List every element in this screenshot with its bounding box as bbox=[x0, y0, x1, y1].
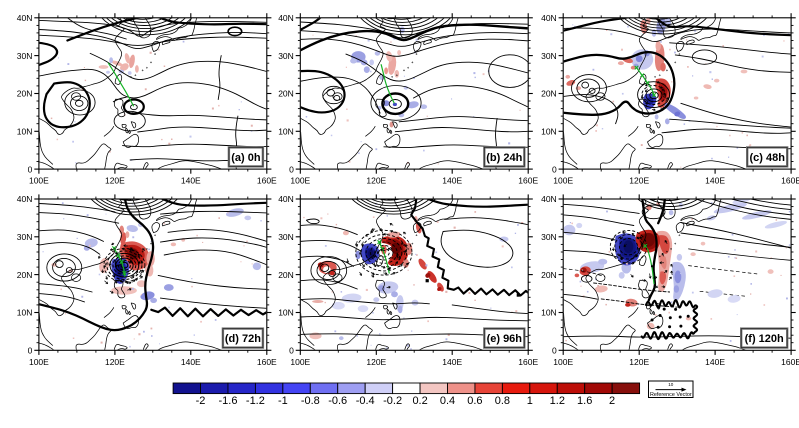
svg-text:-1: -1 bbox=[278, 395, 288, 407]
svg-text:-0.2: -0.2 bbox=[383, 395, 402, 407]
svg-text:-0.6: -0.6 bbox=[328, 395, 347, 407]
svg-text:1.2: 1.2 bbox=[550, 395, 565, 407]
svg-text:140E: 140E bbox=[181, 176, 201, 186]
svg-text:100E: 100E bbox=[553, 176, 573, 186]
svg-text:(b) 24h: (b) 24h bbox=[486, 152, 522, 164]
svg-text:1.6: 1.6 bbox=[577, 395, 592, 407]
svg-text:0: 0 bbox=[289, 164, 294, 174]
svg-text:10N: 10N bbox=[541, 308, 557, 318]
svg-text:(f) 120h: (f) 120h bbox=[745, 333, 784, 345]
svg-text:0.6: 0.6 bbox=[467, 395, 482, 407]
svg-text:160E: 160E bbox=[257, 357, 277, 367]
svg-text:140E: 140E bbox=[705, 357, 725, 367]
svg-text:0: 0 bbox=[28, 346, 33, 356]
svg-text:20N: 20N bbox=[541, 270, 557, 280]
svg-text:30N: 30N bbox=[278, 51, 294, 61]
svg-text:0: 0 bbox=[552, 164, 557, 174]
svg-text:40N: 40N bbox=[17, 194, 33, 204]
svg-text:140E: 140E bbox=[181, 357, 201, 367]
svg-text:30N: 30N bbox=[541, 51, 557, 61]
svg-text:Reference Vector: Reference Vector bbox=[650, 392, 692, 398]
svg-text:(c) 48h: (c) 48h bbox=[749, 152, 785, 164]
svg-text:120E: 120E bbox=[105, 357, 125, 367]
svg-text:100E: 100E bbox=[553, 357, 573, 367]
svg-text:0.4: 0.4 bbox=[440, 395, 455, 407]
svg-text:-1.6: -1.6 bbox=[219, 395, 238, 407]
svg-text:120E: 120E bbox=[629, 357, 649, 367]
svg-text:30N: 30N bbox=[278, 232, 294, 242]
svg-text:20N: 20N bbox=[541, 89, 557, 99]
svg-text:20N: 20N bbox=[278, 270, 294, 280]
svg-text:(e) 96h: (e) 96h bbox=[487, 333, 523, 345]
svg-text:120E: 120E bbox=[366, 357, 386, 367]
svg-text:160E: 160E bbox=[518, 176, 538, 186]
svg-text:100E: 100E bbox=[29, 357, 49, 367]
svg-text:160E: 160E bbox=[781, 176, 799, 186]
svg-text:40N: 40N bbox=[541, 13, 557, 23]
svg-text:40N: 40N bbox=[278, 194, 294, 204]
svg-text:20N: 20N bbox=[17, 270, 33, 280]
svg-text:10N: 10N bbox=[17, 308, 33, 318]
svg-text:20N: 20N bbox=[278, 89, 294, 99]
svg-text:140E: 140E bbox=[705, 176, 725, 186]
svg-text:2: 2 bbox=[609, 395, 615, 407]
svg-text:120E: 120E bbox=[366, 176, 386, 186]
svg-text:100E: 100E bbox=[29, 176, 49, 186]
svg-text:120E: 120E bbox=[629, 176, 649, 186]
svg-text:20N: 20N bbox=[17, 89, 33, 99]
svg-text:10N: 10N bbox=[17, 127, 33, 137]
svg-text:10N: 10N bbox=[278, 308, 294, 318]
svg-text:0.8: 0.8 bbox=[495, 395, 510, 407]
svg-text:160E: 160E bbox=[518, 357, 538, 367]
svg-text:100E: 100E bbox=[290, 176, 310, 186]
svg-text:140E: 140E bbox=[442, 357, 462, 367]
svg-text:40N: 40N bbox=[17, 13, 33, 23]
svg-text:100E: 100E bbox=[290, 357, 310, 367]
svg-text:-0.8: -0.8 bbox=[301, 395, 320, 407]
svg-text:140E: 140E bbox=[442, 176, 462, 186]
svg-text:30N: 30N bbox=[17, 232, 33, 242]
svg-text:-0.4: -0.4 bbox=[356, 395, 375, 407]
svg-text:(d) 72h: (d) 72h bbox=[225, 333, 261, 345]
svg-text:160E: 160E bbox=[781, 357, 799, 367]
svg-text:40N: 40N bbox=[278, 13, 294, 23]
svg-text:30N: 30N bbox=[541, 232, 557, 242]
svg-text:0: 0 bbox=[552, 346, 557, 356]
svg-text:0.2: 0.2 bbox=[412, 395, 427, 407]
svg-text:(a) 0h: (a) 0h bbox=[231, 152, 261, 164]
svg-text:0: 0 bbox=[28, 164, 33, 174]
svg-text:10N: 10N bbox=[278, 127, 294, 137]
svg-text:10N: 10N bbox=[541, 127, 557, 137]
svg-text:160E: 160E bbox=[257, 176, 277, 186]
svg-text:30N: 30N bbox=[17, 51, 33, 61]
svg-text:1: 1 bbox=[527, 395, 533, 407]
svg-text:120E: 120E bbox=[105, 176, 125, 186]
svg-text:10: 10 bbox=[668, 382, 674, 387]
svg-text:-1.2: -1.2 bbox=[246, 395, 265, 407]
svg-text:0: 0 bbox=[289, 346, 294, 356]
svg-text:40N: 40N bbox=[541, 194, 557, 204]
svg-text:-2: -2 bbox=[196, 395, 206, 407]
